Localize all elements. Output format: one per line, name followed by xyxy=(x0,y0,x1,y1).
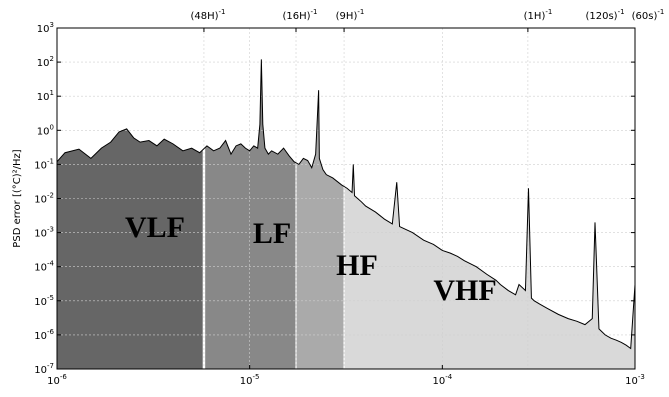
top-tick-label: (60s)-1 xyxy=(632,8,665,22)
band-fill-lf xyxy=(203,59,297,369)
top-axis-ticks: (48H)-1 (16H)-1 (9H)-1 (1H)-1 (120s)-1 (60s)-… xyxy=(190,8,664,32)
y-tick-label: 103 xyxy=(37,21,54,35)
y-tick-label: 10-3 xyxy=(34,226,54,240)
band-fill-vlf xyxy=(57,128,204,369)
psd-line xyxy=(56,59,636,350)
band-label-vlf: VLF xyxy=(125,211,185,244)
y-tick-label: 101 xyxy=(37,89,54,103)
x-tick-label: 10-4 xyxy=(432,373,452,387)
x-tick-label: 10-3 xyxy=(625,373,645,387)
y-tick-label: 100 xyxy=(37,123,54,137)
y-tick-label: 10-5 xyxy=(34,294,54,308)
psd-curve xyxy=(56,59,636,350)
top-tick-label: (1H)-1 xyxy=(524,8,553,22)
y-tick-label: 10-7 xyxy=(34,362,54,376)
band-fill-vhf xyxy=(344,164,635,369)
x-axis-ticks: 10-6 10-5 10-4 10-3 xyxy=(47,365,645,387)
y-tick-label: 10-1 xyxy=(34,157,54,171)
x-tick-label: 10-6 xyxy=(47,373,67,387)
y-tick-label: 102 xyxy=(37,55,54,69)
band-label-lf: LF xyxy=(253,217,291,250)
y-axis-ticks: 103 102 101 100 10-1 10-2 10-3 10-4 10-5 10-6 10-7 xyxy=(34,21,635,376)
top-tick-label: (9H)-1 xyxy=(336,8,365,22)
band-label-hf: HF xyxy=(336,249,378,282)
band-label-vhf: VHF xyxy=(433,274,496,307)
y-axis-label: PSD error [(°C)²/Hz] xyxy=(12,149,23,247)
y-tick-label: 10-6 xyxy=(34,328,54,342)
top-tick-label: (48H)-1 xyxy=(190,8,225,22)
band-regions xyxy=(57,59,635,370)
band-fill-hf xyxy=(296,90,345,370)
y-tick-label: 10-2 xyxy=(34,192,54,206)
x-tick-label: 10-5 xyxy=(240,373,260,387)
y-tick-label: 10-4 xyxy=(34,260,54,274)
top-tick-label: (16H)-1 xyxy=(282,8,317,22)
band-labels: VLF LF HF VHF xyxy=(125,211,497,307)
top-tick-label: (120s)-1 xyxy=(585,8,624,22)
